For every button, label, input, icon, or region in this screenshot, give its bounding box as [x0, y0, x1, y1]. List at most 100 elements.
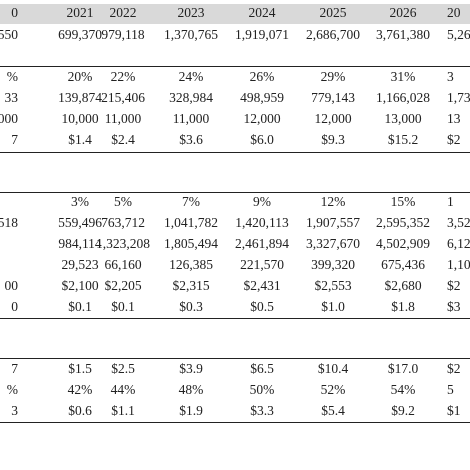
cell: 126,385 [169, 257, 213, 272]
cell: 7 [11, 132, 18, 147]
cell: 0 [11, 299, 18, 314]
cell: 1,166,028 [376, 90, 430, 105]
cell: % [7, 382, 18, 397]
cell: 3 [447, 69, 454, 84]
cell: 22% [111, 69, 136, 84]
cell: 1,919,071 [235, 27, 289, 42]
cell: 48% [179, 382, 204, 397]
cell: 1,73 [447, 90, 470, 105]
cell: $2,431 [243, 278, 280, 293]
cell: 42% [68, 382, 93, 397]
cell: 1,907,557 [306, 215, 360, 230]
cell: 00 [5, 278, 19, 293]
cell: 66,160 [104, 257, 141, 272]
cell: 6,12 [447, 236, 470, 251]
cell: $1.0 [321, 299, 345, 314]
cell: 44% [111, 382, 136, 397]
cell: 1,323,208 [96, 236, 150, 251]
cell: 2,686,700 [306, 27, 360, 42]
cell: $2,205 [104, 278, 141, 293]
cell: 215,406 [101, 90, 145, 105]
cell: 1,10 [447, 257, 470, 272]
cell: $2.4 [111, 132, 135, 147]
cell: 13,000 [384, 111, 421, 126]
cell: 7% [182, 194, 200, 209]
cell: 12,000 [243, 111, 280, 126]
cell: $2,100 [61, 278, 98, 293]
cell: 12,000 [314, 111, 351, 126]
cell: 5,26 [447, 27, 470, 42]
cell: % [7, 69, 18, 84]
cell: 12% [321, 194, 346, 209]
cell: 4,502,909 [376, 236, 430, 251]
cell: 3,761,380 [376, 27, 430, 42]
cell: 11,000 [105, 111, 142, 126]
header-cell: 2026 [390, 5, 417, 20]
header-cell: 2022 [110, 5, 137, 20]
cell: 3,52 [447, 215, 470, 230]
cell: 3% [71, 194, 89, 209]
cell: 221,570 [240, 257, 284, 272]
header-cell: 0 [11, 5, 18, 20]
cell: 779,143 [311, 90, 355, 105]
cell: $1.4 [68, 132, 92, 147]
cell: $9.2 [391, 403, 415, 418]
cell: 5% [114, 194, 132, 209]
cell: 50% [250, 382, 275, 397]
header-cell: 2025 [320, 5, 347, 20]
cell: $2.5 [111, 361, 135, 376]
header-cell: 2021 [67, 5, 94, 20]
cell: 550 [0, 27, 18, 42]
cell: 7 [11, 361, 18, 376]
cell: 54% [391, 382, 416, 397]
cell: $1 [447, 403, 461, 418]
header-cell: 20 [447, 5, 461, 20]
cell: $3.9 [179, 361, 203, 376]
cell: $1.5 [68, 361, 92, 376]
cell: $1.8 [391, 299, 415, 314]
cell: 13 [447, 111, 461, 126]
header-band [0, 4, 470, 24]
cell: $5.4 [321, 403, 345, 418]
cell: 2,461,894 [235, 236, 289, 251]
cell: 979,118 [101, 27, 145, 42]
cell: $0.1 [111, 299, 135, 314]
cell: $17.0 [388, 361, 419, 376]
cell: 1,370,765 [164, 27, 218, 42]
cell: 675,436 [381, 257, 425, 272]
cell: $15.2 [388, 132, 418, 147]
cell: $3.3 [250, 403, 274, 418]
cell: 20% [68, 69, 93, 84]
header-cell: 2023 [178, 5, 205, 20]
cell: $2,680 [384, 278, 421, 293]
cell: 984,114 [58, 236, 102, 251]
cell: 52% [321, 382, 346, 397]
cell: $0.3 [179, 299, 203, 314]
cell: 24% [179, 69, 204, 84]
cell: $2 [447, 132, 461, 147]
cell: $9.3 [321, 132, 345, 147]
cell: 399,320 [311, 257, 355, 272]
cell: 498,959 [240, 90, 284, 105]
cell: 31% [391, 69, 416, 84]
cell: $3.6 [179, 132, 203, 147]
cell: 1 [447, 194, 454, 209]
cell: 559,496 [58, 215, 102, 230]
cell: $2 [447, 361, 461, 376]
cell: 11,000 [173, 111, 210, 126]
cell: $2,553 [314, 278, 351, 293]
cell: $3 [447, 299, 461, 314]
cell: $0.1 [68, 299, 92, 314]
cell: 10,000 [61, 111, 98, 126]
cell: 26% [250, 69, 275, 84]
cell: $10.4 [318, 361, 349, 376]
cell: $1.9 [179, 403, 203, 418]
cell: 518 [0, 215, 18, 230]
cell: 9% [253, 194, 271, 209]
cell: 1,420,113 [235, 215, 289, 230]
cell: 3 [11, 403, 18, 418]
header-cell: 2024 [249, 5, 276, 20]
cell: 15% [391, 194, 416, 209]
